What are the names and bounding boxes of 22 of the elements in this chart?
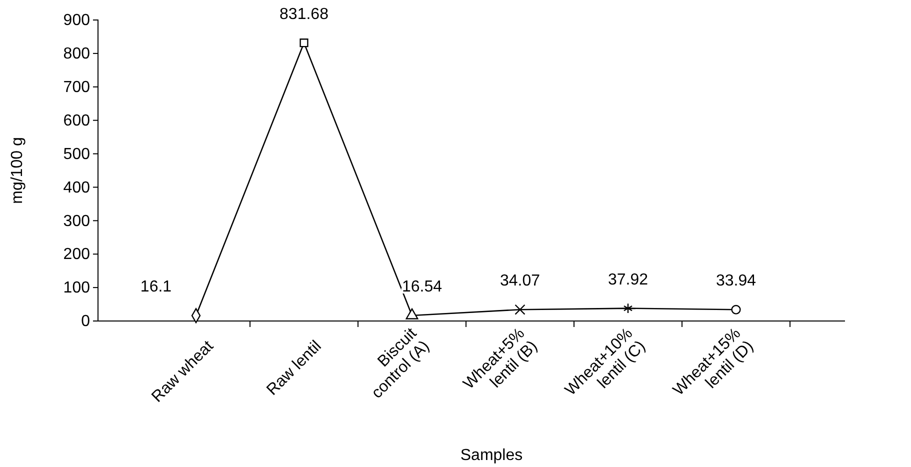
point — [731, 304, 741, 314]
y-tick-label: 500 — [63, 146, 90, 163]
data-label: 33.94 — [716, 272, 756, 290]
point — [623, 303, 633, 314]
y-tick-label: 800 — [63, 46, 90, 63]
y-tick-label: 200 — [63, 246, 90, 264]
y-tick-label: 400 — [63, 179, 90, 196]
y-tick-label: 100 — [63, 280, 90, 297]
point — [514, 304, 526, 315]
data-label: 34.07 — [500, 272, 540, 290]
y-tick-label: 700 — [63, 79, 90, 96]
y-tick-label: 0 — [81, 313, 90, 330]
y-tick-label: 300 — [63, 212, 90, 230]
data-label: 16.1 — [140, 278, 172, 296]
y-axis-title: mg/100 g — [9, 137, 26, 204]
point — [300, 38, 308, 48]
x-axis-title: Samples — [460, 447, 523, 464]
data-label: 16.54 — [402, 278, 442, 296]
y-tick-label: 600 — [63, 112, 90, 130]
data-label: 37.92 — [608, 271, 648, 288]
y-tick-label: 900 — [63, 12, 90, 30]
data-label: 831.68 — [280, 6, 329, 23]
